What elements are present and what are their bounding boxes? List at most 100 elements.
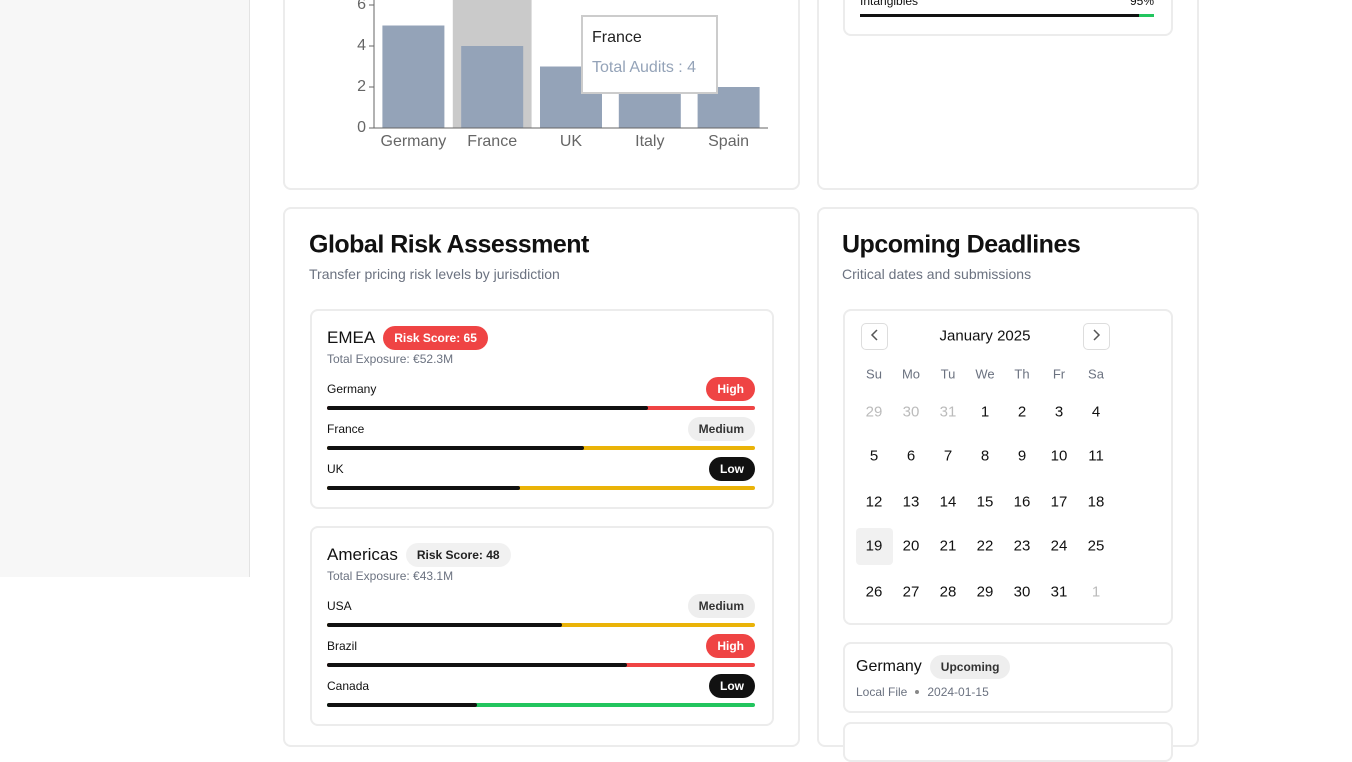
y-tick-label: 6 — [357, 0, 366, 13]
day[interactable]: 6 — [906, 447, 916, 465]
country-name: Brazil — [327, 639, 358, 653]
day[interactable]: 1 — [980, 403, 990, 421]
x-tick-label: Spain — [708, 133, 749, 150]
bar — [461, 46, 524, 128]
separator-dot — [915, 690, 920, 694]
day[interactable]: 12 — [865, 493, 883, 511]
day[interactable]: 8 — [980, 447, 990, 465]
y-tick-label: 4 — [357, 37, 366, 54]
day[interactable]: 29 — [976, 583, 994, 601]
risk-level: High — [706, 634, 755, 658]
chevron — [870, 329, 878, 341]
day[interactable]: 9 — [1017, 447, 1027, 465]
day[interactable]: 1 — [1091, 583, 1101, 601]
section-title: Global Risk Assessment — [309, 230, 589, 259]
risk-fill — [327, 446, 584, 450]
section-subtitle: Critical dates and submissions — [842, 266, 1032, 282]
deadline-status: Upcoming — [929, 655, 1011, 679]
section-subtitle: Transfer pricing risk levels by jurisdic… — [309, 266, 560, 282]
day[interactable]: 13 — [902, 493, 920, 511]
progress-fill — [860, 14, 1140, 17]
calendar — [843, 309, 1173, 625]
day[interactable]: 7 — [943, 447, 953, 465]
region-name: Americas — [327, 545, 398, 564]
x-tick-label: France — [467, 133, 517, 150]
risk-track — [327, 486, 755, 490]
day[interactable]: 18 — [1087, 493, 1105, 511]
deadline-date: 2024-01-15 — [927, 685, 989, 699]
country-name: France — [327, 422, 365, 436]
day[interactable]: 10 — [1050, 447, 1068, 465]
x-tick-label: Germany — [381, 133, 447, 150]
deadline-card — [843, 722, 1173, 762]
risk-fill — [327, 703, 477, 707]
page: 0 2 4 6 Germany France UK Italy Spain France Tota… — [0, 0, 1199, 762]
bar-chart: 0 2 4 6 Germany France UK Italy Spain — [357, 0, 768, 150]
deadline-country: Germany — [856, 658, 922, 675]
day[interactable]: 24 — [1050, 537, 1068, 555]
weekday: Mo — [901, 366, 921, 382]
weekday: We — [975, 366, 995, 382]
risk-badge: Risk Score: 65 — [383, 326, 488, 350]
risk-fill — [327, 623, 563, 627]
day[interactable]: 14 — [939, 493, 957, 511]
day[interactable]: 30 — [1013, 583, 1031, 601]
exposure: Total Exposure: €43.1M — [327, 569, 454, 583]
risk-level: High — [706, 377, 755, 401]
risk-badge: Risk Score: 48 — [405, 543, 511, 567]
weekday: Tu — [940, 366, 956, 382]
x-tick-label: Italy — [635, 133, 664, 150]
intangibles-card — [843, 0, 1173, 36]
chevron — [1093, 329, 1101, 341]
risk-track — [327, 703, 755, 707]
risk-level: Low — [709, 457, 755, 481]
day[interactable]: 31 — [939, 403, 957, 421]
region-name: EMEA — [327, 328, 376, 347]
tooltip — [581, 15, 718, 94]
bar — [382, 25, 445, 128]
day[interactable]: 5 — [869, 447, 879, 465]
day[interactable]: 25 — [1087, 537, 1105, 555]
day[interactable]: 15 — [976, 493, 994, 511]
country-name: UK — [327, 462, 344, 476]
day[interactable]: 16 — [1013, 493, 1031, 511]
day[interactable]: 28 — [939, 583, 957, 601]
progress-label: Intangibles — [860, 0, 919, 8]
day[interactable]: 26 — [865, 583, 883, 601]
day[interactable]: 29 — [865, 403, 883, 421]
weekday: Fr — [1052, 366, 1066, 382]
risk-fill — [327, 663, 627, 667]
section-title: Upcoming Deadlines — [842, 230, 1081, 259]
risk-level: Medium — [687, 594, 755, 618]
day[interactable]: 17 — [1050, 493, 1068, 511]
risk-fill — [327, 406, 648, 410]
day[interactable]: 23 — [1013, 537, 1031, 555]
day[interactable]: 27 — [902, 583, 920, 601]
weekday: Th — [1014, 366, 1030, 382]
x-tick-label: UK — [560, 133, 583, 150]
day[interactable]: 22 — [976, 537, 994, 555]
day[interactable]: 20 — [902, 537, 920, 555]
day[interactable]: 4 — [1091, 403, 1101, 421]
y-tick-label: 2 — [357, 78, 366, 95]
sidebar — [0, 0, 250, 577]
day[interactable]: 2 — [1017, 403, 1027, 421]
day[interactable]: 3 — [1054, 403, 1064, 421]
day[interactable]: 31 — [1050, 583, 1068, 601]
day[interactable]: 19 — [865, 537, 883, 555]
prev-month[interactable] — [861, 323, 888, 350]
tooltip-title: France — [592, 29, 642, 46]
day[interactable]: 11 — [1088, 447, 1104, 465]
exposure: Total Exposure: €52.3M — [327, 352, 454, 366]
progress-value: 95% — [1129, 0, 1154, 8]
deadline-type: Local File — [856, 685, 908, 699]
day[interactable]: 30 — [902, 403, 920, 421]
weekday: Sa — [1088, 366, 1104, 382]
day[interactable]: 21 — [939, 537, 957, 555]
country-name: Canada — [327, 679, 370, 693]
country-name: Germany — [327, 382, 377, 396]
risk-level: Medium — [687, 417, 755, 441]
next-month[interactable] — [1083, 323, 1110, 350]
tooltip-value: Total Audits : 4 — [592, 59, 697, 76]
country-name: USA — [327, 599, 352, 613]
